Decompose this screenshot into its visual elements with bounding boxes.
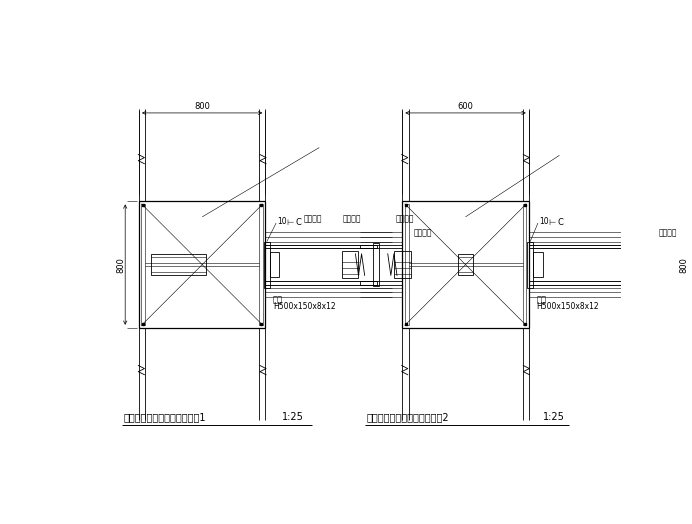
Bar (394, 251, 411, 278)
Text: 叠合钢筋: 叠合钢筋 (395, 214, 414, 223)
Text: 800: 800 (116, 257, 125, 272)
Text: 钢梁: 钢梁 (273, 296, 283, 304)
Bar (402, 202, 529, 328)
Bar (360, 281, 402, 285)
Bar (342, 251, 358, 278)
Bar (637, 243, 643, 286)
Bar (265, 281, 377, 285)
Bar (139, 202, 265, 328)
Text: 10: 10 (540, 217, 549, 226)
Bar (151, 254, 206, 276)
Text: 叠合钢筋: 叠合钢筋 (304, 214, 322, 223)
Bar (373, 243, 379, 286)
Text: H500x150x8x12: H500x150x8x12 (536, 302, 599, 311)
Text: 800: 800 (194, 102, 210, 111)
Bar (529, 281, 640, 285)
Text: $\vdash$C: $\vdash$C (285, 216, 303, 227)
Text: 型钢柱与梁连接节点配筋构造2: 型钢柱与梁连接节点配筋构造2 (367, 412, 450, 422)
Bar (534, 252, 543, 277)
Text: 1:25: 1:25 (543, 412, 565, 422)
Bar (405, 204, 408, 325)
Bar (522, 204, 527, 325)
Bar (657, 251, 674, 278)
Text: 1:25: 1:25 (282, 412, 304, 422)
Bar (458, 254, 473, 276)
Text: $\vdash$C: $\vdash$C (547, 216, 565, 227)
Text: 600: 600 (457, 102, 473, 111)
Text: 钢梁: 钢梁 (536, 296, 547, 304)
Bar (260, 204, 263, 325)
Bar (270, 252, 279, 277)
Bar (527, 242, 534, 288)
Text: 型钢构板: 型钢构板 (414, 228, 432, 237)
Text: 型钢柱与梁连接节点配筋构造1: 型钢柱与梁连接节点配筋构造1 (124, 412, 206, 422)
Bar (141, 204, 145, 325)
Bar (265, 245, 377, 248)
Bar (264, 242, 270, 288)
Text: 800: 800 (679, 257, 688, 272)
Text: 叠合钢筋: 叠合钢筋 (343, 214, 362, 223)
Text: 型钢构板: 型钢构板 (659, 228, 677, 237)
Text: H500x150x8x12: H500x150x8x12 (273, 302, 336, 311)
Text: 10: 10 (277, 217, 287, 226)
Bar (529, 245, 640, 248)
Bar (360, 245, 402, 248)
